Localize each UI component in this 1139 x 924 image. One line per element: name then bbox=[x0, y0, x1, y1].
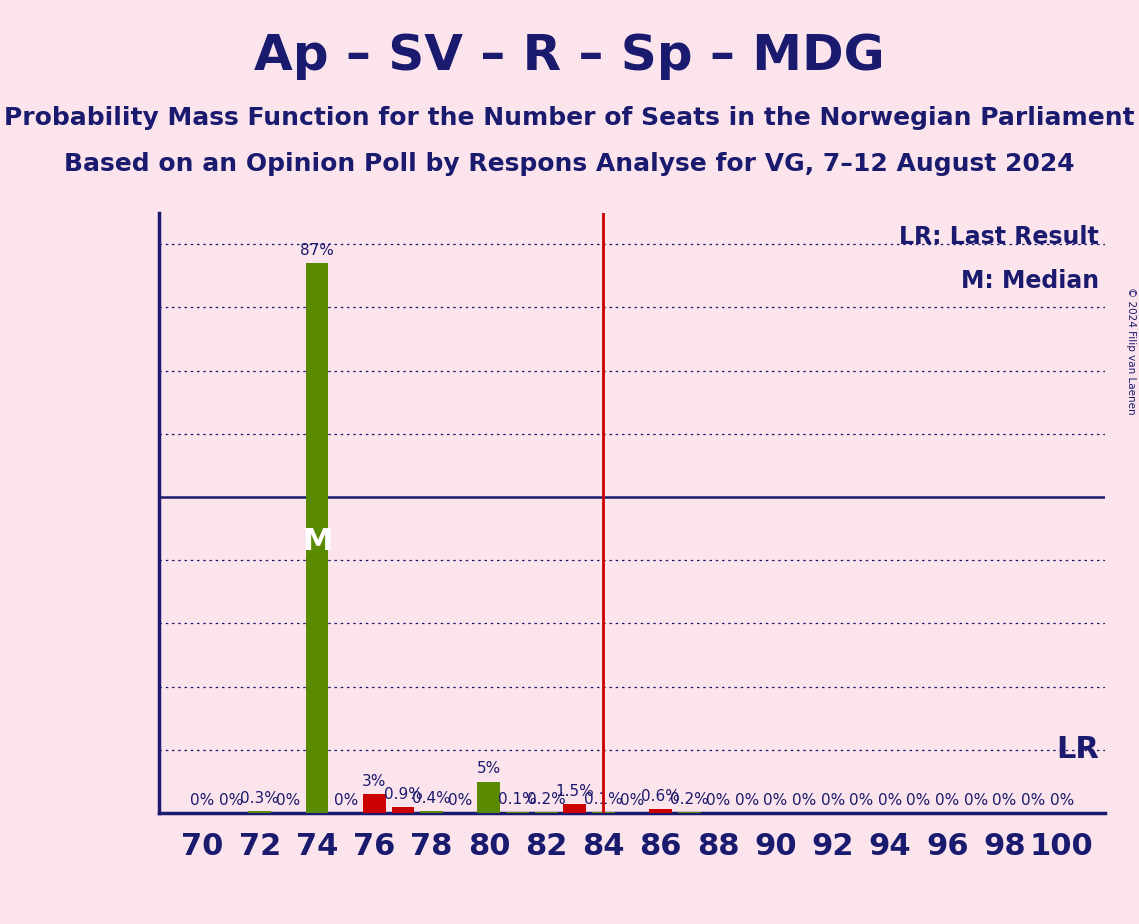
Text: 0%: 0% bbox=[1050, 793, 1074, 808]
Text: LR: Last Result: LR: Last Result bbox=[900, 225, 1099, 249]
Text: 0%: 0% bbox=[907, 793, 931, 808]
Bar bbox=[477, 782, 500, 813]
Text: M: Median: M: Median bbox=[961, 270, 1099, 294]
Text: 0.1%: 0.1% bbox=[584, 793, 623, 808]
Text: Based on an Opinion Poll by Respons Analyse for VG, 7–12 August 2024: Based on an Opinion Poll by Respons Anal… bbox=[64, 152, 1075, 176]
Text: 0%: 0% bbox=[1021, 793, 1046, 808]
Text: 0%: 0% bbox=[620, 793, 645, 808]
Text: 0%: 0% bbox=[878, 793, 902, 808]
Bar bbox=[564, 804, 587, 813]
Text: 0%: 0% bbox=[992, 793, 1017, 808]
Text: 0%: 0% bbox=[964, 793, 988, 808]
Bar bbox=[420, 810, 443, 813]
Text: 0%: 0% bbox=[850, 793, 874, 808]
Text: 0%: 0% bbox=[219, 793, 244, 808]
Text: Probability Mass Function for the Number of Seats in the Norwegian Parliament: Probability Mass Function for the Number… bbox=[5, 106, 1134, 130]
Text: 0.2%: 0.2% bbox=[527, 792, 566, 807]
Text: M: M bbox=[302, 527, 333, 555]
Text: © 2024 Filip van Laenen: © 2024 Filip van Laenen bbox=[1126, 287, 1136, 415]
Text: 1.5%: 1.5% bbox=[556, 784, 595, 798]
Text: 0%: 0% bbox=[706, 793, 730, 808]
Text: 0.2%: 0.2% bbox=[670, 792, 708, 807]
Bar bbox=[678, 812, 700, 813]
Text: 0%: 0% bbox=[763, 793, 787, 808]
Text: 5%: 5% bbox=[477, 761, 501, 776]
Text: LR: LR bbox=[1056, 736, 1099, 764]
Text: 0.1%: 0.1% bbox=[498, 793, 536, 808]
Bar bbox=[534, 812, 558, 813]
Text: 0%: 0% bbox=[448, 793, 473, 808]
Text: 3%: 3% bbox=[362, 774, 386, 789]
Text: 0%: 0% bbox=[935, 793, 959, 808]
Text: 0%: 0% bbox=[735, 793, 759, 808]
Text: 0%: 0% bbox=[190, 793, 214, 808]
Text: 0.9%: 0.9% bbox=[384, 787, 423, 802]
Bar bbox=[363, 794, 386, 813]
Bar bbox=[248, 811, 271, 813]
Text: 0.3%: 0.3% bbox=[240, 791, 279, 806]
Text: 0.4%: 0.4% bbox=[412, 791, 451, 806]
Text: Ap – SV – R – Sp – MDG: Ap – SV – R – Sp – MDG bbox=[254, 32, 885, 80]
Text: 0%: 0% bbox=[334, 793, 358, 808]
Text: 0.6%: 0.6% bbox=[641, 789, 680, 804]
Text: 87%: 87% bbox=[300, 243, 334, 258]
Text: 0%: 0% bbox=[792, 793, 817, 808]
Bar bbox=[392, 808, 415, 813]
Bar bbox=[305, 263, 328, 813]
Bar bbox=[649, 809, 672, 813]
Text: 0%: 0% bbox=[277, 793, 301, 808]
Text: 0%: 0% bbox=[820, 793, 845, 808]
